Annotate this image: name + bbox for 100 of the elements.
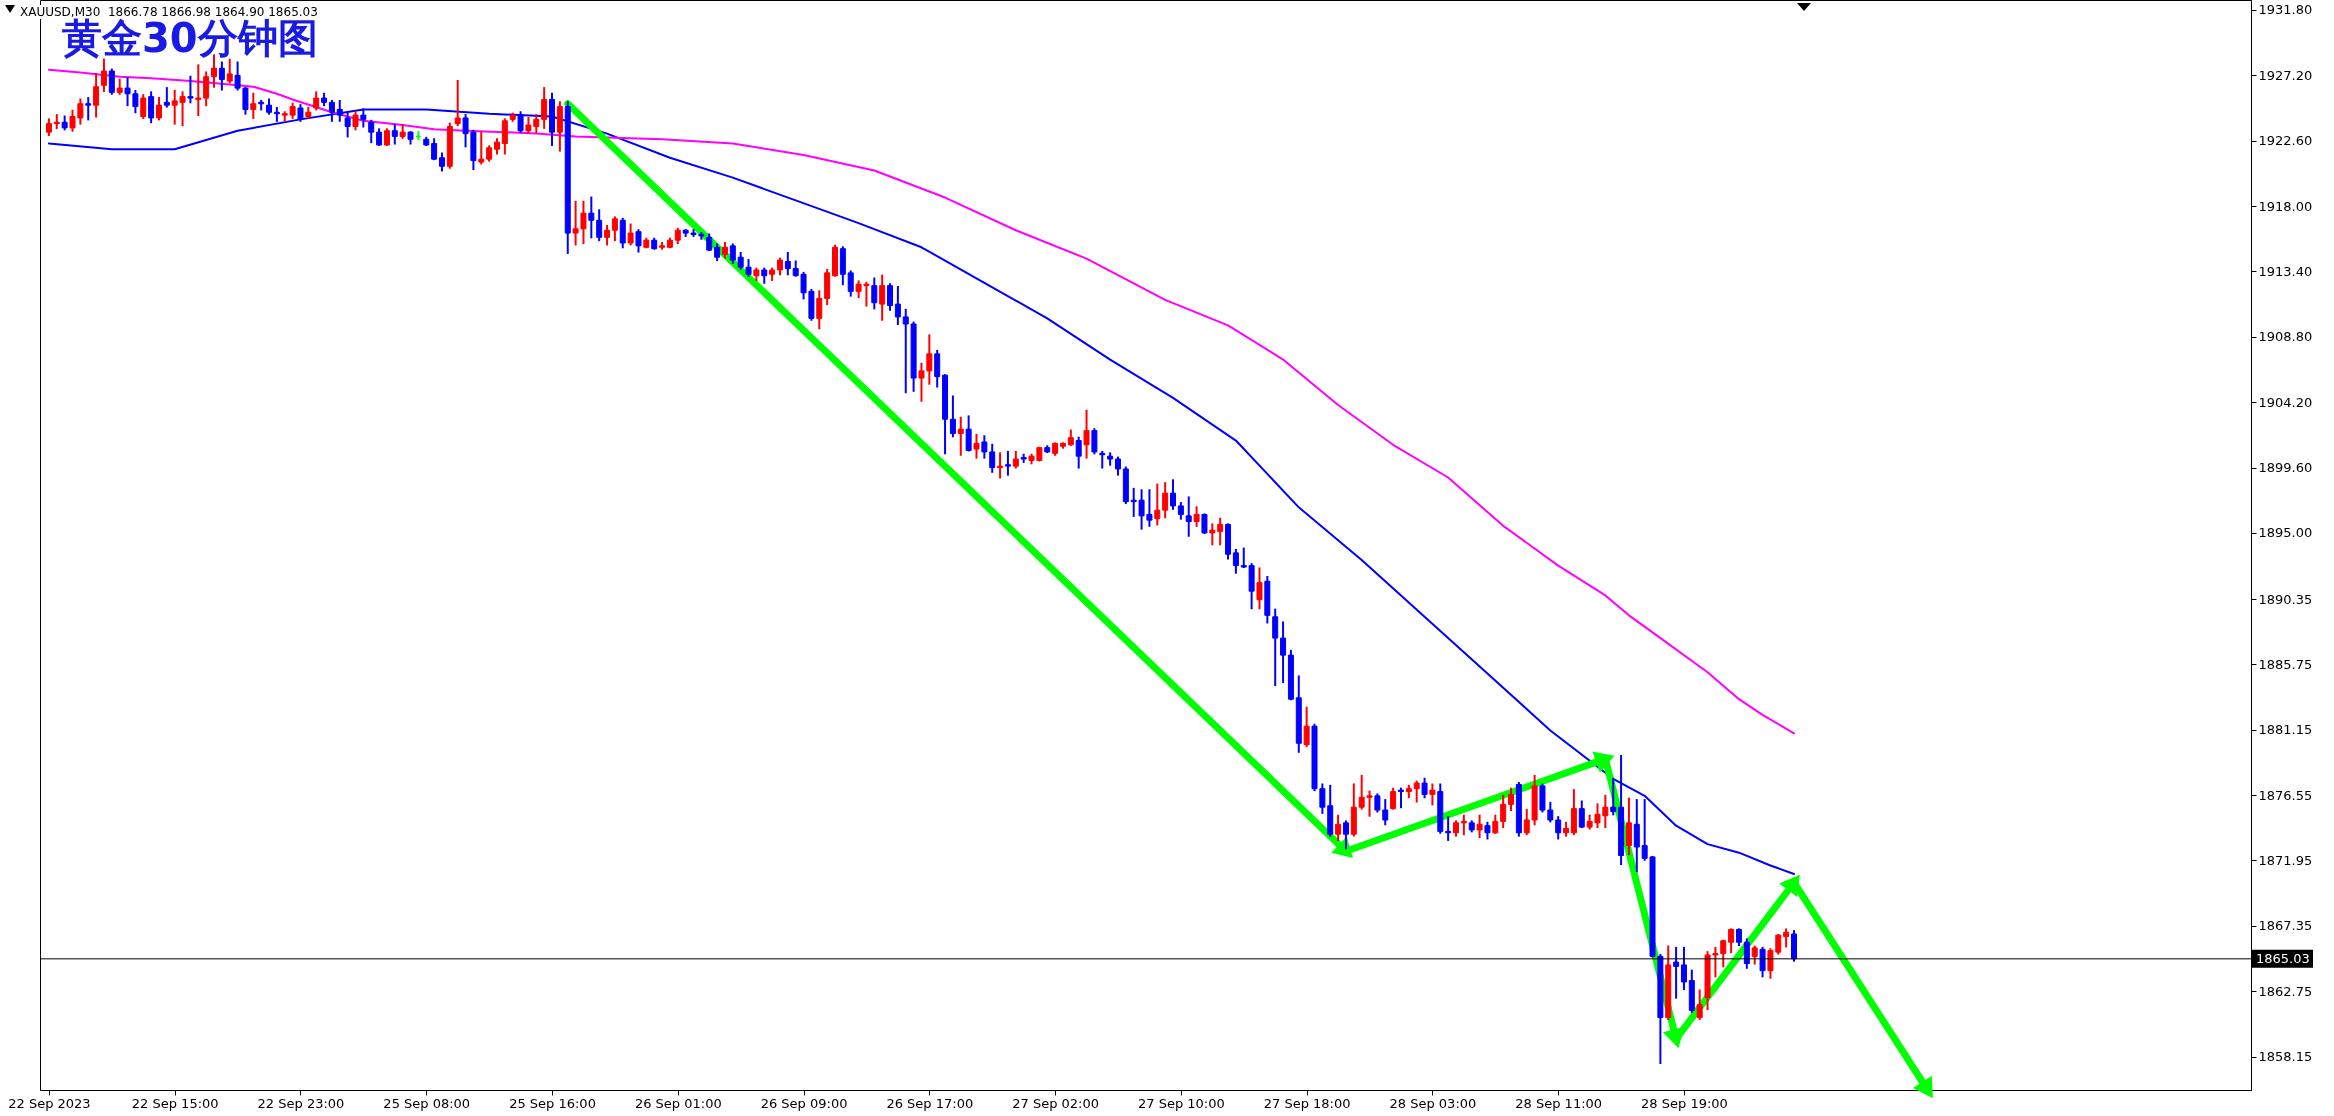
candlestick xyxy=(729,243,736,264)
candlestick xyxy=(454,80,461,127)
candlestick xyxy=(1193,506,1200,527)
candlestick xyxy=(1154,483,1161,526)
y-tick-label: 1871.95 xyxy=(2258,852,2313,868)
candlestick xyxy=(847,270,854,297)
x-tick-label: 26 Sep 09:00 xyxy=(760,1095,848,1111)
line-series xyxy=(47,68,1796,735)
x-tick-label: 26 Sep 01:00 xyxy=(634,1095,722,1111)
candlestick xyxy=(997,452,1004,479)
x-tick-label: 27 Sep 02:00 xyxy=(1012,1095,1099,1111)
candlestick xyxy=(1680,946,1687,991)
candlestick xyxy=(611,216,618,242)
x-tick-label: 22 Sep 15:00 xyxy=(131,1095,219,1111)
candlestick xyxy=(391,124,398,145)
candlestick xyxy=(501,118,508,155)
candlestick xyxy=(1508,787,1515,812)
candlestick xyxy=(816,290,823,330)
candlestick xyxy=(226,58,233,84)
candlestick xyxy=(1303,706,1310,748)
x-tick-label: 27 Sep 10:00 xyxy=(1137,1095,1225,1111)
candlestick xyxy=(203,71,210,107)
ref-line-label: 1865.03 xyxy=(2256,950,2310,966)
candlestick xyxy=(1232,548,1239,574)
candlestick xyxy=(1075,436,1082,469)
candlestick xyxy=(1673,946,1680,999)
candlestick xyxy=(368,119,375,144)
candlestick xyxy=(1272,608,1279,686)
candlestick xyxy=(965,415,972,452)
y-tick-label: 1913.40 xyxy=(2258,263,2313,279)
x-tick-label: 28 Sep 19:00 xyxy=(1641,1095,1728,1111)
y-tick-label: 1922.60 xyxy=(2258,133,2313,149)
candlestick xyxy=(784,251,791,276)
y-tick-label: 1881.15 xyxy=(2258,722,2313,738)
chart-subtitle: XAUUSD,M30 1866.78 1866.98 1864.90 1865.03 xyxy=(20,5,318,19)
y-tick-label: 1876.55 xyxy=(2258,787,2313,803)
candlestick xyxy=(949,395,956,438)
candlestick xyxy=(148,91,155,124)
candlestick xyxy=(1476,814,1483,839)
candlestick xyxy=(431,138,438,161)
candlestick xyxy=(887,283,894,311)
candlestick xyxy=(1091,428,1098,455)
x-tick-label: 25 Sep 08:00 xyxy=(383,1095,471,1111)
candlestick xyxy=(957,416,964,456)
candlestick xyxy=(1342,820,1349,850)
candlestick xyxy=(1397,787,1404,809)
y-tick-label: 1904.20 xyxy=(2258,394,2313,410)
candlestick xyxy=(1421,777,1428,799)
y-tick-label: 1862.75 xyxy=(2258,983,2313,999)
candlestick xyxy=(1335,814,1342,841)
y-tick-label: 1890.35 xyxy=(2258,591,2313,607)
candlestick xyxy=(163,87,170,108)
candlestick xyxy=(1185,496,1192,537)
candlestick xyxy=(1429,783,1436,806)
y-tick-label: 1895.00 xyxy=(2258,525,2313,541)
candlestick xyxy=(187,75,194,104)
candlestick xyxy=(478,131,485,165)
y-tick-label: 1927.20 xyxy=(2258,67,2313,83)
y-tick-label: 1931.80 xyxy=(2258,2,2313,18)
candlestick xyxy=(517,111,524,134)
candlestick xyxy=(1390,787,1397,810)
candlestick xyxy=(1743,938,1750,969)
candlestick xyxy=(1217,517,1224,546)
candlestick xyxy=(1633,799,1640,873)
candlestick xyxy=(1209,523,1216,546)
candlestick xyxy=(596,209,603,242)
candlestick xyxy=(604,224,611,246)
candlestick xyxy=(108,68,115,95)
y-tick-label: 1858.15 xyxy=(2258,1049,2313,1065)
y-tick-label: 1885.75 xyxy=(2258,656,2313,672)
candlestick xyxy=(1696,989,1703,1020)
candlestick xyxy=(1280,621,1287,684)
x-tick-label: 28 Sep 11:00 xyxy=(1515,1095,1603,1111)
candlestick xyxy=(894,286,901,326)
candlestick xyxy=(627,223,634,246)
candlestick xyxy=(250,92,257,119)
candlestick xyxy=(218,61,225,91)
x-tick-label: 25 Sep 16:00 xyxy=(509,1095,596,1111)
y-tick-label: 1867.35 xyxy=(2258,918,2313,934)
candlestick xyxy=(85,97,92,121)
candlestick xyxy=(934,350,941,388)
candlestick xyxy=(155,97,162,121)
x-tick-label: 22 Sep 2023 xyxy=(8,1095,91,1111)
candlestick xyxy=(344,112,351,138)
candlestick xyxy=(140,94,147,119)
y-tick-label: 1908.80 xyxy=(2258,329,2313,345)
candlestick xyxy=(1578,800,1585,829)
x-tick-label: 27 Sep 18:00 xyxy=(1263,1095,1351,1111)
candlestick xyxy=(635,229,642,253)
candlestick xyxy=(100,58,107,92)
candlestick xyxy=(1201,513,1208,534)
candlestick xyxy=(1555,816,1562,840)
y-tick-label: 1899.60 xyxy=(2258,460,2313,476)
candlestick xyxy=(619,217,626,249)
candlestick xyxy=(541,87,548,129)
candlestick xyxy=(1170,479,1177,510)
candlestick xyxy=(871,277,878,310)
candlestick xyxy=(1500,794,1507,829)
candlestick xyxy=(1728,928,1735,954)
candlestick xyxy=(1625,797,1632,856)
